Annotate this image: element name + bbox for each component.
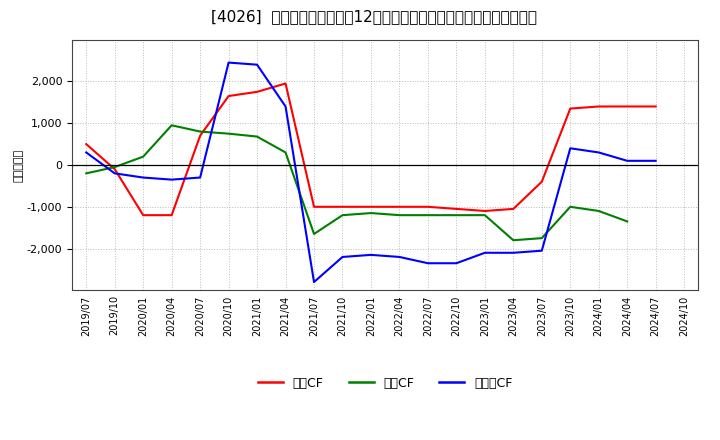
営業CF (253, 89, 261, 95)
投資CF (139, 154, 148, 159)
投資CF (595, 208, 603, 213)
投資CF (253, 134, 261, 139)
営業CF (110, 166, 119, 172)
営業CF (167, 213, 176, 218)
投資CF (395, 213, 404, 218)
投資CF (537, 235, 546, 241)
Legend: 営業CF, 投資CF, フリーCF: 営業CF, 投資CF, フリーCF (253, 371, 518, 395)
フリーCF (310, 279, 318, 285)
投資CF (196, 129, 204, 134)
営業CF (623, 104, 631, 109)
営業CF (282, 81, 290, 86)
営業CF (82, 141, 91, 147)
フリーCF (537, 248, 546, 253)
フリーCF (253, 62, 261, 67)
フリーCF (139, 175, 148, 180)
投資CF (509, 238, 518, 243)
投資CF (282, 150, 290, 155)
投資CF (225, 131, 233, 136)
Text: [4026]  キャッシュフローの12か月移動合計の対前年同期増減額の推移: [4026] キャッシュフローの12か月移動合計の対前年同期増減額の推移 (212, 9, 537, 24)
営業CF (652, 104, 660, 109)
フリーCF (595, 150, 603, 155)
営業CF (225, 93, 233, 99)
営業CF (395, 204, 404, 209)
フリーCF (282, 104, 290, 109)
フリーCF (167, 177, 176, 182)
営業CF (423, 204, 432, 209)
投資CF (110, 165, 119, 170)
フリーCF (566, 146, 575, 151)
フリーCF (652, 158, 660, 163)
投資CF (82, 171, 91, 176)
投資CF (452, 213, 461, 218)
投資CF (423, 213, 432, 218)
営業CF (509, 206, 518, 212)
フリーCF (480, 250, 489, 255)
営業CF (566, 106, 575, 111)
投資CF (566, 204, 575, 209)
営業CF (366, 204, 375, 209)
投資CF (366, 210, 375, 216)
営業CF (595, 104, 603, 109)
営業CF (452, 206, 461, 212)
営業CF (139, 213, 148, 218)
投資CF (167, 123, 176, 128)
フリーCF (110, 171, 119, 176)
フリーCF (423, 260, 432, 266)
フリーCF (338, 254, 347, 260)
営業CF (537, 179, 546, 184)
フリーCF (196, 175, 204, 180)
営業CF (338, 204, 347, 209)
フリーCF (395, 254, 404, 260)
Line: フリーCF: フリーCF (86, 62, 656, 282)
フリーCF (452, 260, 461, 266)
フリーCF (623, 158, 631, 163)
投資CF (310, 231, 318, 237)
営業CF (310, 204, 318, 209)
Line: 営業CF: 営業CF (86, 84, 656, 215)
投資CF (338, 213, 347, 218)
フリーCF (366, 252, 375, 257)
投資CF (480, 213, 489, 218)
フリーCF (509, 250, 518, 255)
フリーCF (82, 150, 91, 155)
投資CF (623, 219, 631, 224)
フリーCF (225, 60, 233, 65)
Line: 投資CF: 投資CF (86, 125, 627, 240)
Y-axis label: （百万円）: （百万円） (14, 148, 24, 182)
営業CF (480, 208, 489, 213)
営業CF (196, 133, 204, 138)
